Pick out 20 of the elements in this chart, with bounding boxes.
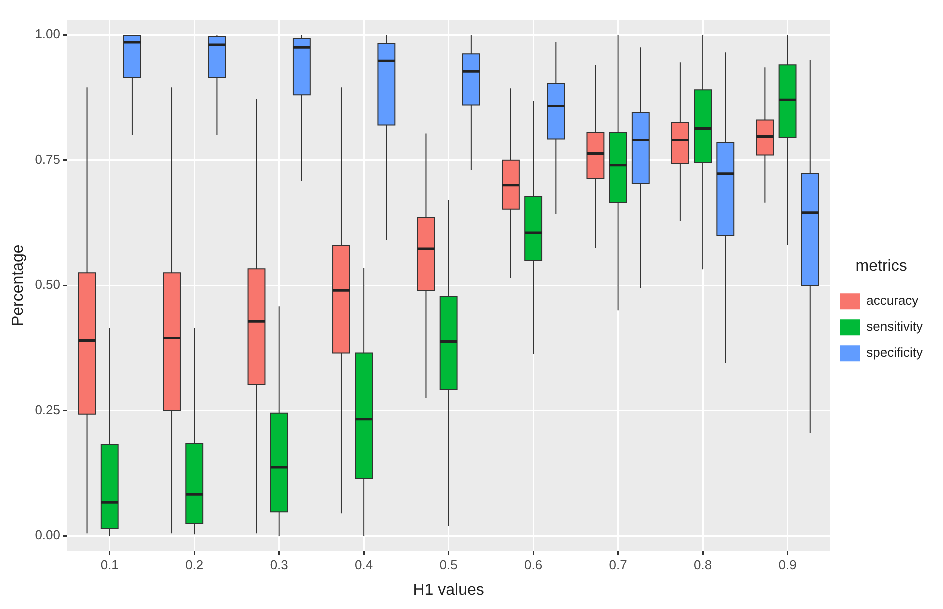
y-axis-title: Percentage xyxy=(10,244,28,327)
legend-title: metrics xyxy=(856,258,908,275)
x-tick-label: 0.6 xyxy=(524,558,543,573)
x-tick-label: 0.9 xyxy=(778,558,797,573)
x-tick-label: 0.2 xyxy=(186,558,204,573)
x-axis-title: H1 values xyxy=(413,582,484,599)
x-tick-label: 0.3 xyxy=(270,558,288,573)
y-tick-label: 0.50 xyxy=(35,277,60,292)
x-tick-label: 0.8 xyxy=(694,558,712,573)
y-tick-label: 0.25 xyxy=(35,402,60,418)
x-tick-label: 0.4 xyxy=(355,558,374,573)
y-tick-label: 1.00 xyxy=(35,26,60,42)
legend-label: sensitivity xyxy=(866,319,924,334)
x-tick-label: 0.5 xyxy=(440,558,458,573)
legend-label: accuracy xyxy=(866,293,920,308)
legend-label: specificity xyxy=(866,345,924,360)
y-tick-label: 0.00 xyxy=(35,528,60,543)
y-tick-label: 0.75 xyxy=(35,152,60,167)
x-tick-label: 0.7 xyxy=(609,558,628,573)
x-tick-label: 0.1 xyxy=(100,558,119,573)
